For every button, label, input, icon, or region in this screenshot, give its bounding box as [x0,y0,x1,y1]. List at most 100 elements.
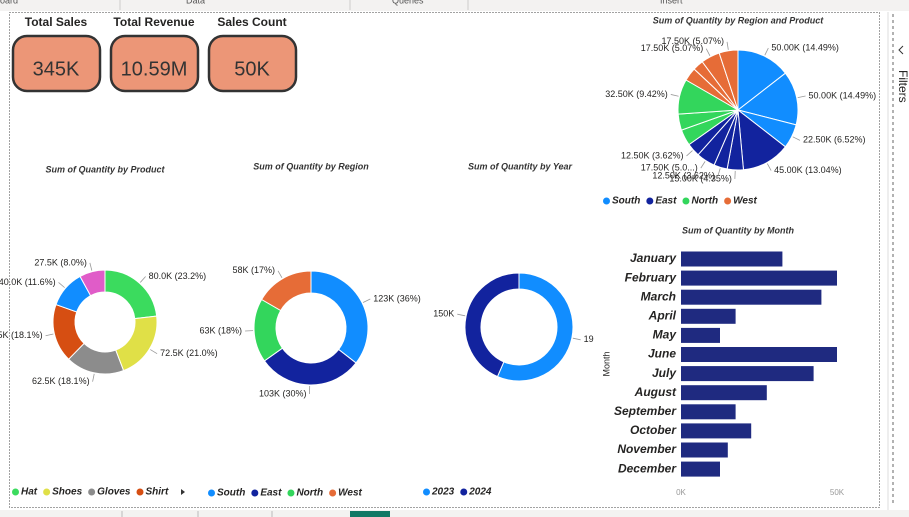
data-label: 150K [433,309,454,319]
leader-line [797,95,806,98]
legend-label[interactable]: Gloves [97,487,131,498]
page-tabs [0,510,909,517]
bar[interactable] [681,442,728,458]
slice[interactable] [310,270,369,364]
slice[interactable] [718,49,739,111]
legend-marker[interactable] [208,489,215,497]
toolbar-tab[interactable]: Insert [660,0,683,5]
legend-marker[interactable] [287,489,295,497]
leader-line [726,41,729,50]
bar[interactable] [681,366,814,382]
slice[interactable] [79,269,106,297]
data-label: 63K (18%) [200,325,243,335]
leader-line [686,150,693,157]
legend-marker[interactable] [423,488,430,496]
y-tick-label: July [652,366,677,380]
legend-marker[interactable] [682,197,690,205]
slice[interactable] [737,49,787,112]
leader-line [457,313,466,317]
leader-line [277,270,283,278]
chart-title: Sum of Quantity by Year [468,161,573,171]
leader-line [705,48,711,57]
legend-marker[interactable] [460,488,468,496]
data-label: 50.00K (14.49%) [809,90,877,100]
toolbar-tab[interactable]: Queries [392,0,424,5]
leader-line [572,337,581,341]
legend-marker[interactable] [251,489,259,497]
data-label: 15.00K (4.35%) [669,173,732,183]
data-label: 12.50K (3.62%) [621,150,684,160]
legend-label[interactable]: South [217,488,245,499]
legend-label[interactable]: North [691,196,718,207]
collapse-icon[interactable] [898,45,904,55]
y-tick-label: October [630,423,677,437]
card[interactable] [207,34,298,93]
bar[interactable] [681,289,822,305]
legend-marker[interactable] [12,488,19,496]
data-label: 19 [584,334,594,344]
data-label: 12.50K (3.62%) [652,170,715,180]
card-label: Total Sales [25,15,88,29]
active-page-tab[interactable] [350,511,390,517]
slice[interactable] [260,270,312,312]
legend-label[interactable]: East [655,196,677,207]
leader-line [92,373,95,382]
slice[interactable] [263,347,357,386]
bar[interactable] [681,327,720,343]
toolbar-tab[interactable]: Data [186,0,205,5]
data-label: 103K (30%) [259,388,307,398]
data-label: 32.50K (9.42%) [605,89,668,99]
data-label: 58K (17%) [232,265,275,275]
bar[interactable] [681,347,837,362]
data-label: 123K (36%) [373,293,421,303]
legend-marker[interactable] [603,197,610,205]
legend-marker[interactable] [646,197,654,205]
slice[interactable] [464,272,520,378]
card[interactable] [11,34,102,93]
data-label: 17.50K (5.07%) [662,36,725,46]
leader-line [700,161,706,169]
legend-label[interactable]: North [296,488,323,499]
slice[interactable] [496,272,574,382]
bar[interactable] [681,461,720,477]
legend-label[interactable]: Shirt [146,487,169,498]
slice[interactable] [736,72,799,126]
leader-line [792,136,801,141]
bar[interactable] [681,251,783,267]
legend-marker[interactable] [43,488,51,496]
y-axis-title: Month [601,351,611,376]
y-tick-label: December [618,461,677,475]
leader-line [764,47,769,56]
legend-label[interactable]: West [733,196,757,207]
data-label: 62.5K (18.1%) [0,330,43,340]
legend-more[interactable] [181,489,185,495]
leader-line [139,276,146,283]
legend-label[interactable]: South [612,196,640,207]
legend-label[interactable]: East [260,488,282,499]
legend-marker[interactable] [136,488,144,496]
slice[interactable] [115,315,158,372]
legend-label[interactable]: 2024 [468,487,492,498]
legend-marker[interactable] [329,489,337,497]
y-tick-label: March [641,289,676,303]
y-tick-label: February [625,270,678,284]
filters-label[interactable]: Filters [896,70,909,103]
bar[interactable] [681,404,736,420]
toolbar-tab[interactable]: oard [0,0,18,5]
legend-marker[interactable] [724,197,732,205]
leader-line [89,262,93,271]
bar[interactable] [681,308,736,324]
y-tick-label: May [653,328,678,342]
bar[interactable] [681,385,767,401]
bar[interactable] [681,270,837,286]
legend-label[interactable]: Hat [21,487,38,498]
chart-title: Sum of Quantity by Product [45,164,165,174]
leader-line [150,349,158,355]
card[interactable] [109,34,200,93]
legend-label[interactable]: West [338,488,362,499]
legend-label[interactable]: 2023 [431,487,455,498]
bar[interactable] [681,423,752,439]
data-label: 62.5K (18.1%) [32,376,90,386]
legend-marker[interactable] [88,488,96,496]
legend-label[interactable]: Shoes [52,487,82,498]
